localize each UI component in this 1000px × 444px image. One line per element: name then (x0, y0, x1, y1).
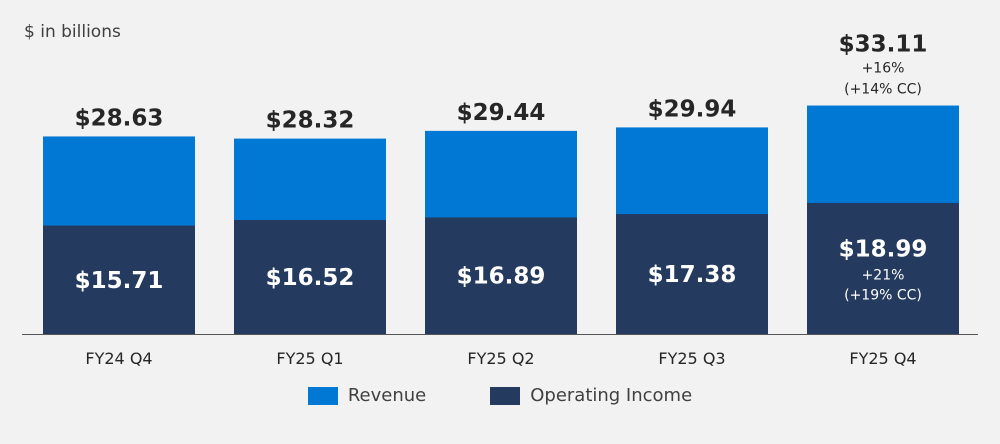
operating-income-label-fy25-q3: $17.38 (648, 262, 737, 288)
revenue-label-fy25-q1: $28.32 (266, 108, 355, 134)
revenue-growth-fy25-q4: +16% (862, 61, 905, 77)
bars-group (43, 105, 959, 334)
category-label-fy25-q4: FY25 Q4 (849, 349, 916, 368)
operating-income-label-fy25-q1: $16.52 (266, 265, 355, 291)
legend: Revenue Operating Income (0, 385, 1000, 406)
legend-item-revenue: Revenue (307, 385, 427, 406)
revenue-income-bar-chart: $28.63 $15.71 FY24 Q4 $28.32 $16.52 FY25 Q1 $2… (22, 32, 978, 368)
category-label-fy25-q2: FY25 Q2 (467, 349, 534, 368)
operating-income-bar-fy25-q2 (425, 217, 577, 334)
revenue-label-fy25-q2: $29.44 (457, 100, 546, 126)
legend-item-operating-income: Operating Income (490, 385, 692, 406)
operating-income-label-fy25-q4: $18.99 (839, 236, 928, 262)
operating-income-growth-cc-fy25-q4: (+19% CC) (844, 287, 922, 303)
operating-income-bar-fy25-q4 (807, 202, 959, 334)
labels-group: $28.63 $15.71 FY24 Q4 $28.32 $16.52 FY25 Q1 $2… (75, 32, 928, 368)
legend-label-revenue: Revenue (347, 385, 427, 406)
operating-income-bar-fy24-q4 (43, 225, 195, 334)
revenue-label-fy25-q4: $33.11 (839, 32, 928, 58)
operating-income-growth-fy25-q4: +21% (862, 267, 905, 283)
legend-swatch-operating-income (490, 386, 521, 405)
operating-income-bar-fy25-q3 (616, 214, 768, 334)
revenue-label-fy24-q4: $28.63 (75, 105, 164, 131)
operating-income-label-fy25-q2: $16.89 (457, 264, 546, 290)
revenue-growth-cc-fy25-q4: (+14% CC) (844, 82, 922, 98)
legend-swatch-revenue (307, 386, 338, 405)
legend-label-operating-income: Operating Income (530, 385, 693, 406)
operating-income-label-fy24-q4: $15.71 (75, 268, 164, 294)
unit-note: $ in billions (24, 22, 121, 42)
category-label-fy24-q4: FY24 Q4 (85, 349, 152, 368)
revenue-label-fy25-q3: $29.94 (648, 96, 737, 122)
category-label-fy25-q1: FY25 Q1 (276, 349, 343, 368)
operating-income-bar-fy25-q1 (234, 220, 386, 334)
category-label-fy25-q3: FY25 Q3 (658, 349, 725, 368)
